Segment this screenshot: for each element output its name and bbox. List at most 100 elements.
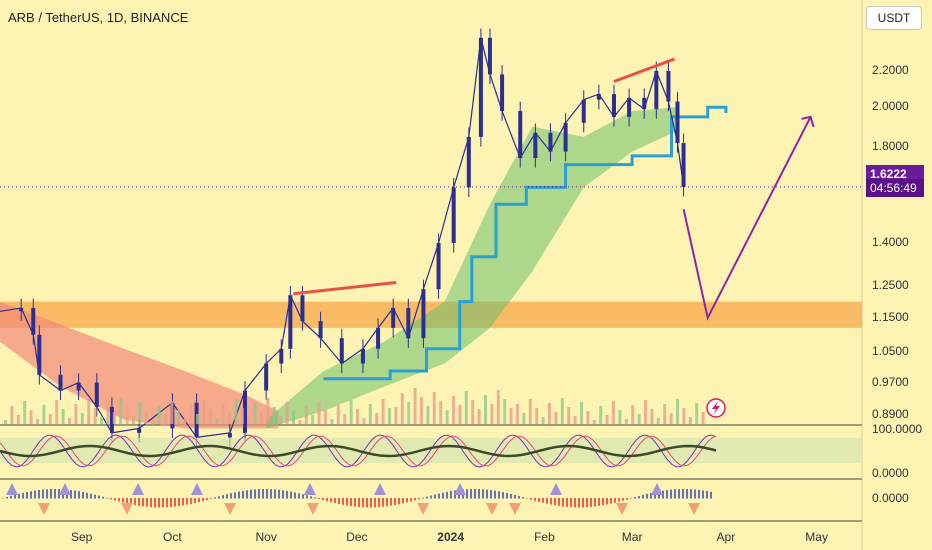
signal-up-marker [550,483,562,495]
histogram-bar [218,496,220,499]
volume-bar [298,420,302,424]
volume-bar [132,416,135,424]
histogram-bar [382,498,384,507]
histogram-bar [354,498,356,507]
histogram-bar [14,494,16,499]
histogram-bar [622,498,624,501]
histogram-bar [342,498,344,505]
stoch-axis-top: 100.0000 [872,422,923,436]
histogram-bar [258,489,260,499]
volume-bar [567,407,571,424]
candle-body [611,94,616,117]
histogram-bar [290,491,292,499]
volume-bar [170,401,174,424]
histogram-bar [578,498,580,508]
candle-body [391,308,396,328]
candle-body [627,97,632,117]
signal-up-marker [59,483,71,495]
volume-bar [580,402,583,424]
histogram-bar [698,489,700,499]
histogram-bar [226,494,228,499]
histogram-bar [306,495,308,499]
histogram-bar [18,493,20,499]
volume-bar [605,415,609,424]
price-tick-label: 1.4000 [872,234,909,249]
histogram-bar [466,489,468,499]
volume-bar [16,415,20,424]
volume-bar [119,398,123,424]
signal-down-marker [121,503,133,515]
histogram-bar [326,498,328,502]
volume-bar [87,399,91,424]
histogram-bar [166,498,168,508]
volume-bar [420,397,423,424]
resistance-line [613,57,675,83]
histogram-bar [362,498,364,508]
histogram-bar [546,498,548,504]
countdown-badge: 04:56:49 [866,179,924,197]
histogram-bar [190,498,192,504]
volume-bar [247,417,251,424]
histogram-bar [310,496,312,499]
candle-body [466,136,471,188]
stoch-k-line [0,434,717,468]
histogram-bar [402,498,404,504]
histogram-bar [614,498,616,503]
histogram-bar [474,489,476,499]
histogram-bar [670,489,672,499]
time-tick-label: Sep [70,530,93,544]
histogram-bar [642,494,644,499]
volume-bar [388,408,391,424]
histogram-bar [498,491,500,499]
candle-body [360,348,365,364]
histogram-bar [478,489,480,499]
price-tick-label: 1.0500 [872,344,909,359]
histogram-bar [370,498,372,508]
histogram-bar [706,491,708,499]
histogram-bar [598,498,600,506]
histogram-bar [294,492,296,499]
time-tick-label: Mar [621,530,643,544]
histogram-axis-zero: 0.0000 [872,491,909,505]
volume-bar [477,409,481,424]
candle-body [451,187,456,243]
candle-body [478,37,483,137]
histogram-bar [222,495,224,499]
histogram-bar [490,490,492,499]
volume-bar [164,415,167,424]
candle-body [279,348,284,364]
signal-down-marker [417,503,429,515]
histogram-bar [626,498,628,500]
histogram-bar [410,498,412,502]
histogram-bar [50,489,52,499]
histogram-bar [422,497,424,499]
histogram-bar [274,489,276,499]
volume-bar [548,403,551,424]
signal-down-marker [509,503,521,515]
candle-body [596,94,601,100]
histogram-bar [682,489,684,499]
histogram-bar [114,498,116,501]
histogram-bar [486,489,488,499]
volume-bar [407,402,411,424]
price-tick-label: 2.0000 [872,99,909,114]
chart-title: ARB / TetherUS, 1D, BINANCE [8,10,189,25]
candle-body [109,406,114,433]
histogram-bar [482,489,484,499]
histogram-bar [674,489,676,499]
histogram-bar [366,498,368,508]
volume-bar [522,413,526,424]
signal-up-marker [651,483,663,495]
histogram-bar [22,492,24,499]
volume-bar [221,404,225,424]
price-tick-label: 0.9700 [872,374,909,389]
currency-button[interactable]: USDT [866,6,922,30]
volume-bar [234,399,238,424]
candle-body [339,338,344,364]
volume-bar [189,405,193,424]
candle-body [227,432,232,438]
histogram-bar [690,489,692,499]
candle-body [76,382,81,391]
